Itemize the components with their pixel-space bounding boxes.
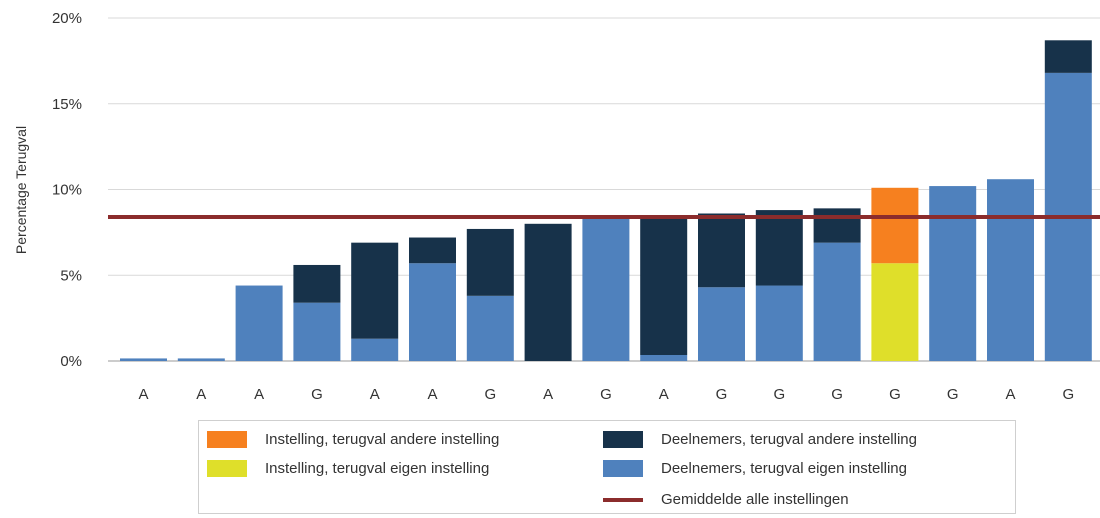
legend-label: Gemiddelde alle instellingen xyxy=(661,491,849,508)
legend-swatch-orange xyxy=(207,431,247,448)
legend-label: Instelling, terugval andere instelling xyxy=(265,431,500,448)
bar-segment-deelnemers-terugval-andere-instelling xyxy=(698,213,745,288)
y-tick-label: 20% xyxy=(52,10,82,27)
bar-segment-deelnemers-terugval-andere-instelling xyxy=(640,217,688,355)
x-tick-label: A xyxy=(427,386,437,403)
bar-chart: 0% 5% 10% 15% 20% A A A G A A G A G A G G G G G A G Percenta… xyxy=(13,10,1100,403)
x-tick-label: G xyxy=(947,386,959,403)
bar-segment-instelling-terugval-andere-instelling xyxy=(871,187,919,264)
bar-segment-deelnemers-terugval-eigen-instelling xyxy=(466,295,514,361)
x-tick-label: A xyxy=(196,386,206,403)
x-tick-label: G xyxy=(831,386,843,403)
x-tick-label: A xyxy=(370,386,380,403)
legend-label: Deelnemers, terugval eigen instelling xyxy=(661,460,907,477)
legend-item-deelnemers-eigen: Deelnemers, terugval eigen instelling xyxy=(603,460,907,477)
bar-segment-deelnemers-terugval-eigen-instelling xyxy=(409,263,456,361)
legend-item-deelnemers-andere: Deelnemers, terugval andere instelling xyxy=(603,431,917,448)
legend-swatch-yellow xyxy=(207,460,247,477)
x-tick-label: G xyxy=(716,386,728,403)
x-tick-label: G xyxy=(600,386,612,403)
legend-swatch-blue xyxy=(603,460,643,477)
bar-segment-deelnemers-terugval-andere-instelling xyxy=(813,208,861,243)
x-tick-label: A xyxy=(659,386,669,403)
legend-item-instelling-eigen: Instelling, terugval eigen instelling xyxy=(207,460,489,477)
bar-segment-deelnemers-terugval-eigen-instelling xyxy=(698,287,745,361)
x-tick-label: G xyxy=(484,386,496,403)
y-tick-label: 10% xyxy=(52,182,82,199)
legend-swatch-dark-navy xyxy=(603,431,643,448)
bar-segment-deelnemers-terugval-eigen-instelling xyxy=(235,285,283,361)
legend-label: Deelnemers, terugval andere instelling xyxy=(661,431,917,448)
legend-swatch-average-line xyxy=(603,497,643,502)
x-tick-label: A xyxy=(138,386,148,403)
bars xyxy=(120,40,1092,361)
legend: Instelling, terugval andere instelling D… xyxy=(198,420,1016,514)
legend-item-gemiddelde: Gemiddelde alle instellingen xyxy=(603,491,849,508)
bar-segment-deelnemers-terugval-eigen-instelling xyxy=(351,338,399,361)
x-tick-label: G xyxy=(1062,386,1074,403)
bar-segment-deelnemers-terugval-andere-instelling xyxy=(409,237,456,264)
x-tick-label: A xyxy=(254,386,264,403)
y-tick-label: 5% xyxy=(60,267,82,284)
x-tick-label: A xyxy=(543,386,553,403)
bar-segment-deelnemers-terugval-eigen-instelling xyxy=(755,285,803,361)
bar-segment-instelling-terugval-eigen-instelling xyxy=(871,263,919,361)
bar-segment-deelnemers-terugval-andere-instelling xyxy=(466,228,514,296)
bar-segment-deelnemers-terugval-andere-instelling xyxy=(293,264,341,303)
bar-segment-deelnemers-terugval-eigen-instelling xyxy=(929,186,977,361)
bar-segment-deelnemers-terugval-andere-instelling xyxy=(755,210,803,286)
x-tick-label: G xyxy=(311,386,323,403)
x-tick-label: G xyxy=(889,386,901,403)
y-tick-label: 15% xyxy=(52,96,82,113)
legend-label: Instelling, terugval eigen instelling xyxy=(265,460,490,477)
y-axis-title: Percentage Terugval xyxy=(13,126,29,254)
bar-segment-deelnemers-terugval-andere-instelling xyxy=(1044,40,1092,73)
legend-item-instelling-andere: Instelling, terugval andere instelling xyxy=(207,431,499,448)
bar-segment-deelnemers-terugval-eigen-instelling xyxy=(120,358,167,361)
bar-segment-deelnemers-terugval-andere-instelling xyxy=(524,223,572,361)
bar-segment-deelnemers-terugval-eigen-instelling xyxy=(582,216,630,361)
bar-segment-deelnemers-terugval-andere-instelling xyxy=(351,242,399,339)
bar-segment-deelnemers-terugval-eigen-instelling xyxy=(177,358,225,361)
bar-segment-deelnemers-terugval-eigen-instelling xyxy=(293,302,341,361)
y-tick-label: 0% xyxy=(60,353,82,370)
bar-segment-deelnemers-terugval-eigen-instelling xyxy=(640,354,688,361)
bar-segment-deelnemers-terugval-eigen-instelling xyxy=(987,179,1034,361)
x-tick-label: G xyxy=(773,386,785,403)
x-tick-label: A xyxy=(1005,386,1015,403)
bar-segment-deelnemers-terugval-eigen-instelling xyxy=(813,242,861,361)
y-axis-ticks: 0% 5% 10% 15% 20% xyxy=(52,10,82,370)
